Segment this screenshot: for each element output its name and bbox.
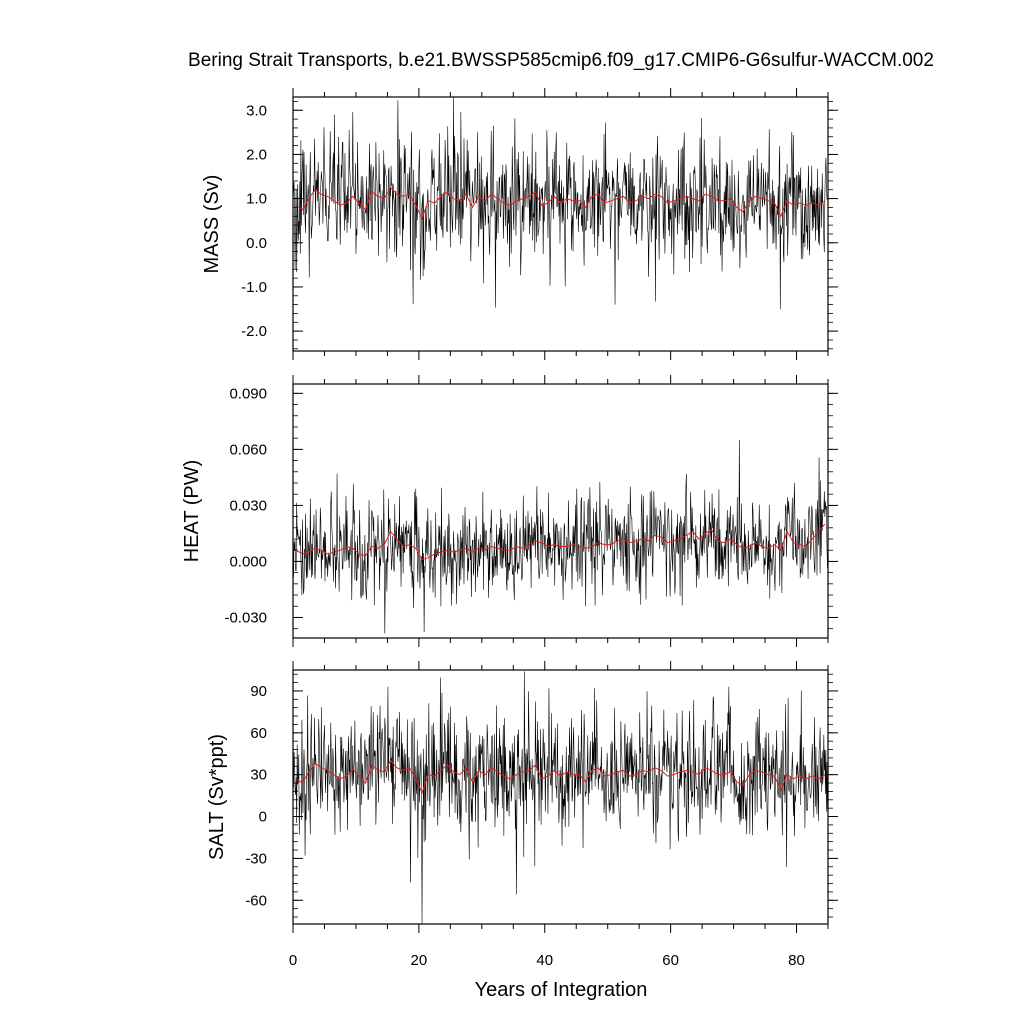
salt-y-tick-label: -30 xyxy=(245,850,267,867)
panel-mass: MASS (Sv) 3.0 2.0 1.0 0.0 -1.0 -2.0 xyxy=(201,88,838,360)
salt-y-tick-label: -60 xyxy=(245,892,267,909)
salt-y-tick-label: 0 xyxy=(259,809,267,826)
heat-annual-series xyxy=(295,523,826,561)
heat-y-tick-label: -0.030 xyxy=(224,609,267,626)
mass-y-axis-title: MASS (Sv) xyxy=(201,175,223,274)
panel-heat-frame xyxy=(292,383,829,639)
heat-y-tick-label: 0.060 xyxy=(229,441,267,458)
panel-mass-frame xyxy=(292,96,829,352)
salt-annual-series xyxy=(295,759,826,795)
mass-y-tick-label: 0.0 xyxy=(246,235,267,252)
salt-y-axis-title: SALT (Sv*ppt) xyxy=(206,734,228,860)
panel-salt: SALT (Sv*ppt) 90 60 30 0 -30 -60 xyxy=(206,661,838,933)
x-tick-label: 40 xyxy=(536,952,553,969)
mass-y-tick-label: 2.0 xyxy=(246,146,267,163)
x-tick-label: 0 xyxy=(289,952,297,969)
salt-y-tick-label: 90 xyxy=(250,683,267,700)
panel-salt-frame xyxy=(292,669,829,925)
mass-y-tick-label: 1.0 xyxy=(246,191,267,208)
x-tick-label: 20 xyxy=(411,952,428,969)
heat-monthly-series xyxy=(292,440,828,634)
panel-heat: HEAT (PW) 0.090 0.060 0.030 0.000 -0.030 xyxy=(181,375,838,647)
heat-y-tick-label: 0.030 xyxy=(229,497,267,514)
mass-annual-series xyxy=(295,186,826,220)
heat-y-tick-label: 0.090 xyxy=(229,385,267,402)
salt-y-tick-label: 60 xyxy=(250,725,267,742)
salt-y-tick-label: 30 xyxy=(250,767,267,784)
x-axis: 0 20 40 60 80 xyxy=(289,952,805,969)
mass-y-tick-label: -2.0 xyxy=(241,323,267,340)
chart-title: Bering Strait Transports, b.e21.BWSSP585… xyxy=(188,50,934,71)
x-tick-label: 60 xyxy=(662,952,679,969)
x-tick-label: 80 xyxy=(788,952,805,969)
x-axis-title: Years of Integration xyxy=(475,979,648,1001)
heat-y-axis-title: HEAT (PW) xyxy=(181,460,203,563)
mass-y-tick-label: 3.0 xyxy=(246,102,267,119)
mass-y-tick-label: -1.0 xyxy=(241,279,267,296)
mass-monthly-series xyxy=(292,96,828,310)
salt-monthly-series xyxy=(292,671,828,924)
heat-y-tick-label: 0.000 xyxy=(229,553,267,570)
